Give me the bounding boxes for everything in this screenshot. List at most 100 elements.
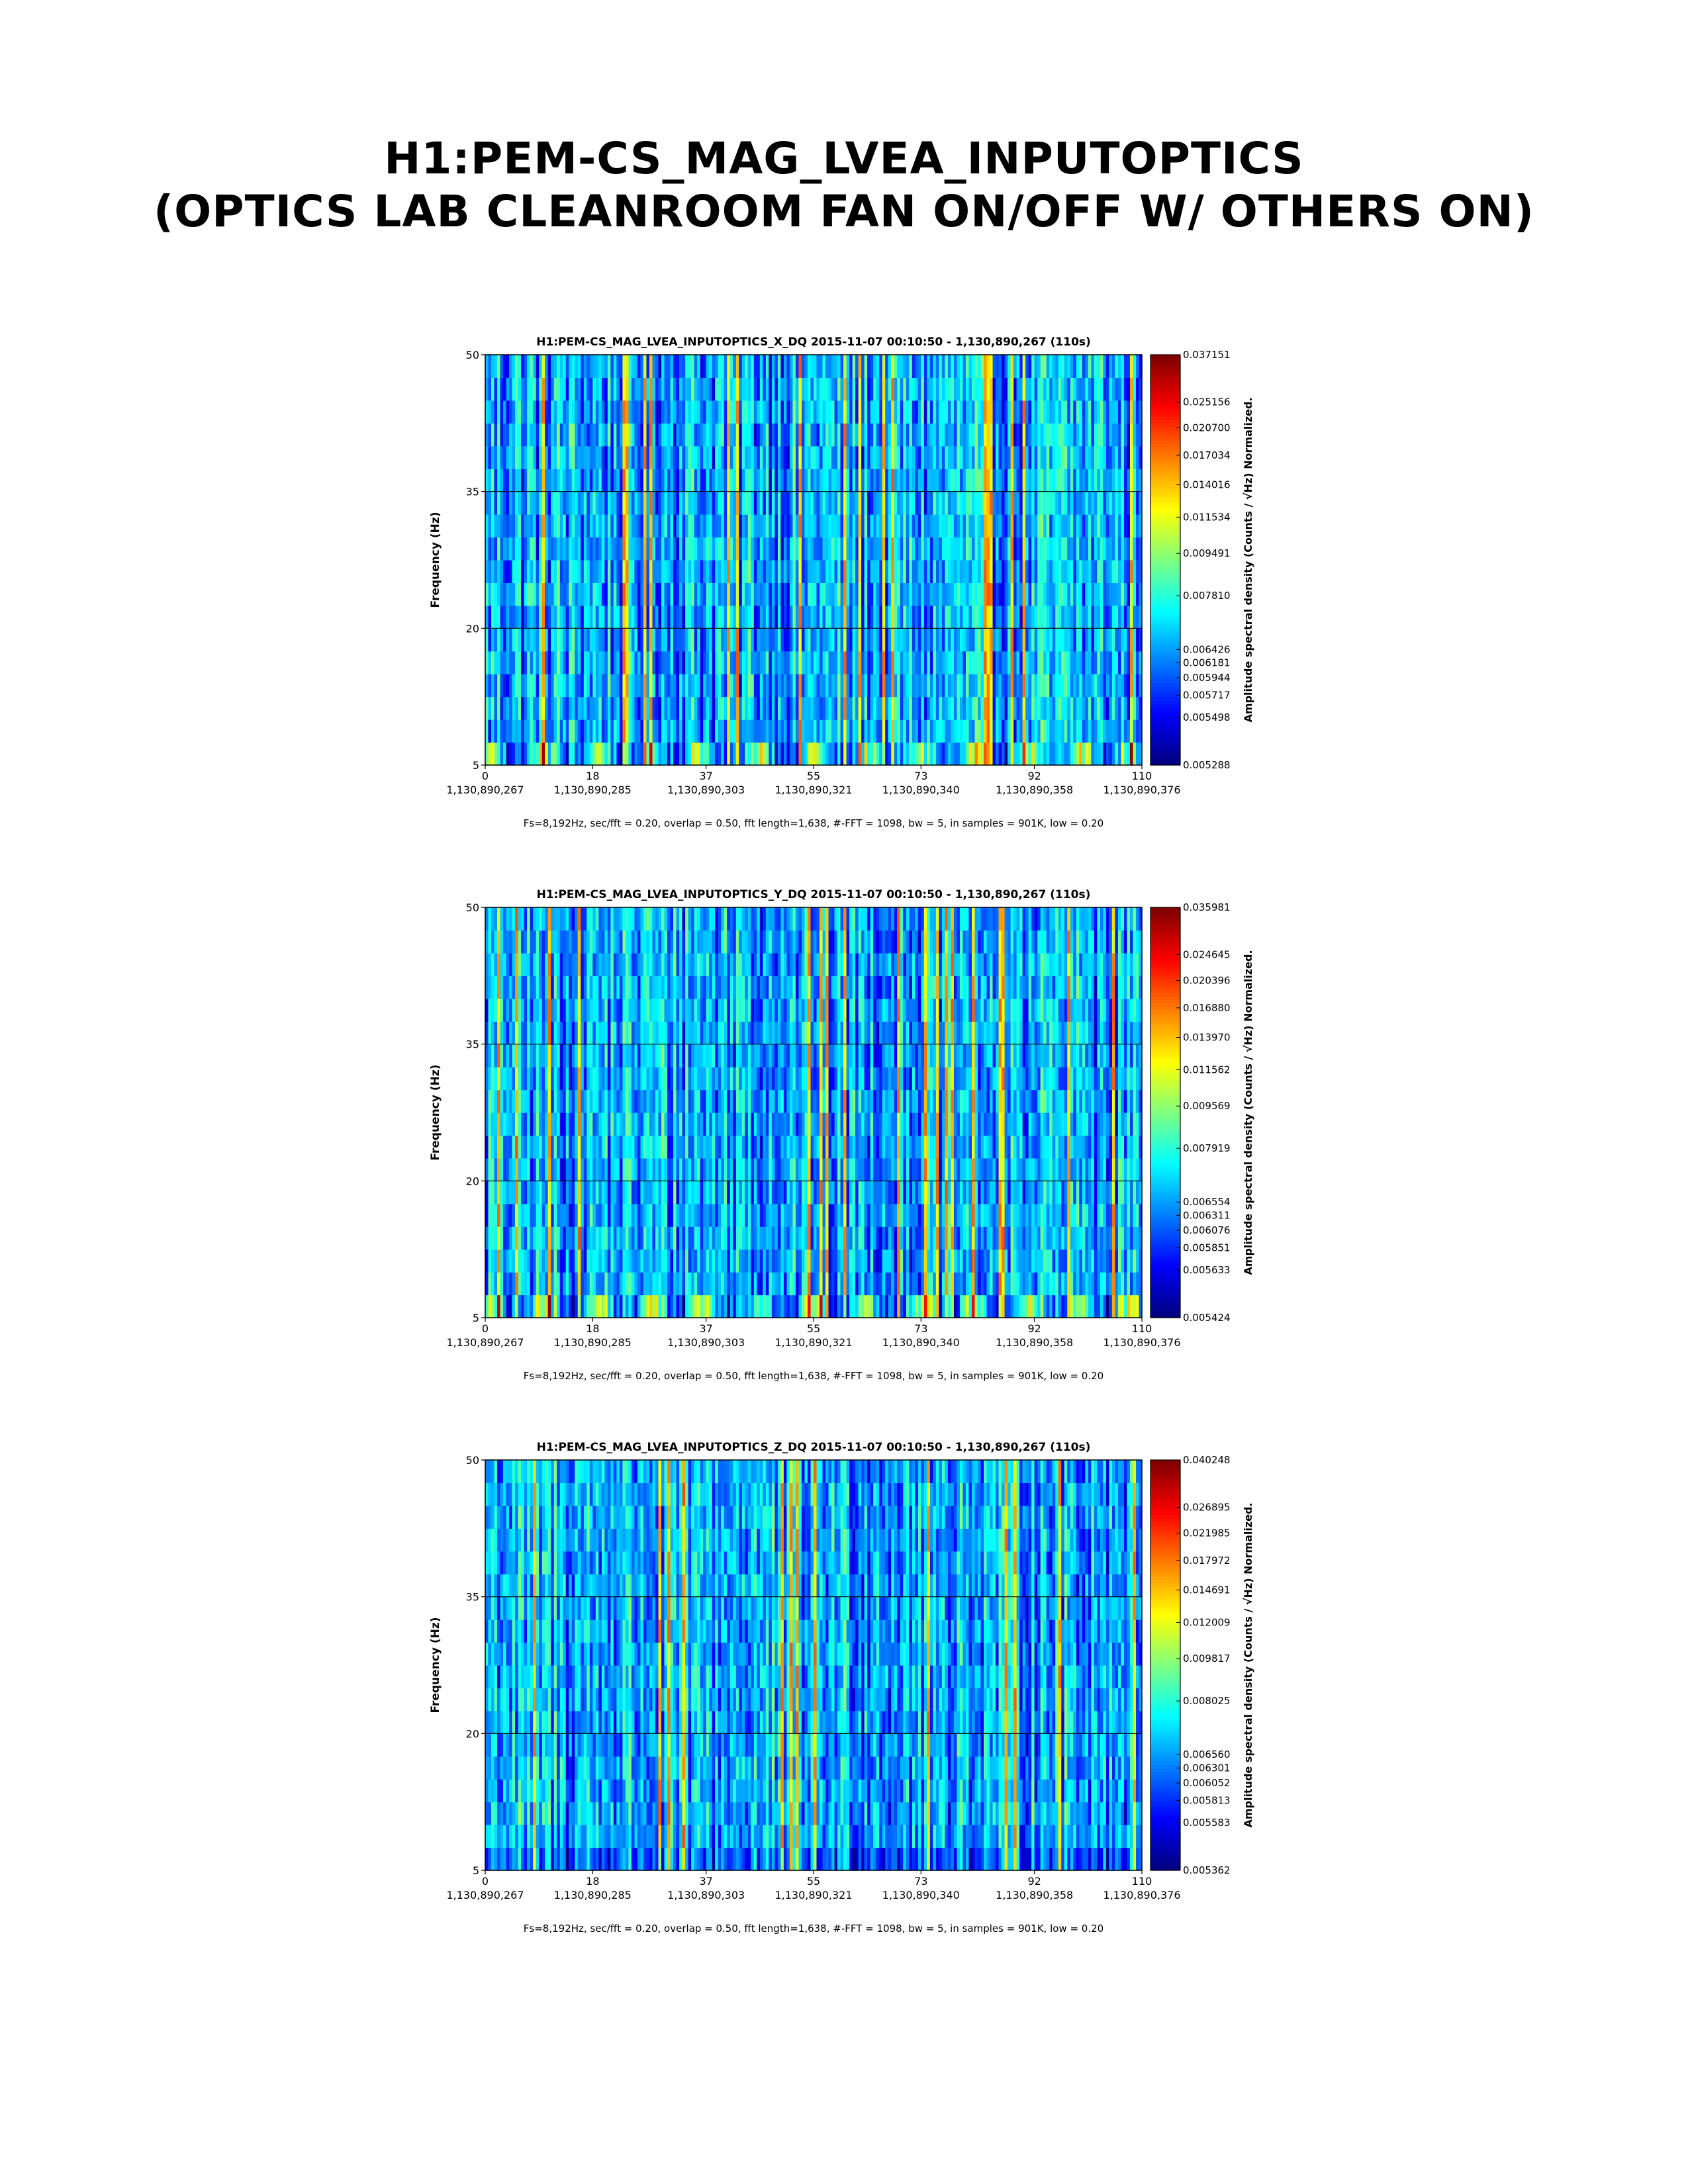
spectrogram-cell [607,445,611,469]
spectrogram-cell [569,952,573,976]
spectrogram-cell [673,445,677,469]
spectrogram-cell [741,628,745,652]
spectrogram-cell [951,628,955,652]
spectrogram-cell [539,355,543,379]
spectrogram-cell [589,400,593,424]
spectrogram-cell [804,674,808,698]
spectrogram-cell [822,377,826,401]
spectrogram-cell [935,400,939,424]
colorbar-step [1150,361,1180,366]
spectrogram-cell [565,1089,569,1113]
spectrogram-cell [978,628,982,652]
spectrogram-cell [583,628,587,652]
spectrogram-cell [670,628,674,652]
spectrogram-cell [1115,445,1119,469]
spectrogram-cell [951,605,955,629]
spectrogram-cell [747,491,751,515]
spectrogram-cell [814,651,818,674]
spectrogram-cell [906,377,910,401]
spectrogram-cell [655,560,659,584]
spectrogram-cell [837,469,841,492]
spectrogram-cell [581,907,585,931]
spectrogram-cell [491,696,495,720]
spectrogram-cell [586,742,590,766]
spectrogram-cell [978,423,982,447]
spectrogram-cell [589,907,593,931]
spectrogram-cell [536,1044,539,1068]
spectrogram-cell [840,537,844,561]
spectrogram-cell [509,742,513,766]
spectrogram-cell [494,560,498,584]
spectrogram-cell [524,605,528,629]
spectrogram-cell [840,651,844,674]
spectrogram-cell [957,400,961,424]
spectrogram-cell [1004,423,1008,447]
spectrogram-cell [539,651,543,674]
spectrogram-cell [992,445,996,469]
spectrogram-cell [751,742,755,766]
spectrogram-cell [1025,651,1029,674]
spectrogram-cell [1103,514,1107,538]
spectrogram-cell [929,377,933,401]
spectrogram-cell [792,719,796,743]
spectrogram-cell [503,1203,507,1227]
spectrogram-cell [503,445,507,469]
spectrogram-cell [879,651,883,674]
spectrogram-cell [1091,377,1095,401]
spectrogram-cell [575,1226,579,1250]
spectrogram-cell [685,605,689,629]
spectrogram-cell [518,1249,522,1273]
spectrogram-cell [715,605,719,629]
spectrogram-cell [527,907,531,931]
spectrogram-cell [694,696,698,720]
colorbar-tick-label: 0.005498 [1183,711,1231,723]
spectrogram-cell [577,696,581,720]
spectrogram-cell [846,423,850,447]
spectrogram-cell [559,1249,563,1273]
spectrogram-cell [581,514,585,538]
spectrogram-cell [673,377,677,401]
spectrogram-cell [1013,651,1017,674]
spectrogram-cell [1019,651,1023,674]
spectrogram-cell [703,651,707,674]
spectrogram-cell [1079,651,1083,674]
spectrogram-cell [667,696,671,720]
spectrogram-cell [1115,469,1119,492]
spectrogram-cell [676,696,680,720]
spectrogram-cell [1073,696,1077,720]
spectrogram-cell [831,355,835,379]
spectrogram-cell [691,628,695,652]
spectrogram-cells [485,907,1143,1318]
spectrogram-cell [894,400,898,424]
spectrogram-cell [1121,469,1125,492]
spectrogram-cell [581,1181,585,1205]
spectrogram-cell [541,742,545,766]
spectrogram-cell [980,469,984,492]
spectrogram-cell [765,582,769,606]
spectrogram-cell [786,491,790,515]
spectrogram-cell [941,491,945,515]
spectrogram-cell [1037,400,1041,424]
spectrogram-cell [1013,514,1017,538]
spectrogram-cell [575,952,579,976]
spectrogram-cell [506,1203,510,1227]
spectrogram-cell [500,582,504,606]
spectrogram-cell [1121,491,1125,515]
spectrogram-cell [951,651,955,674]
spectrogram-cell [1088,742,1092,766]
spectrogram-cell [569,445,573,469]
spectrogram-cell [1040,423,1044,447]
spectrogram-cell [500,930,504,954]
spectrogram-cell [927,560,931,584]
spectrogram-cell [1097,377,1101,401]
spectrogram-cell [953,400,958,424]
spectrogram-cell [503,628,507,652]
spectrogram-cell [897,400,901,424]
spectrogram-cell [852,469,856,492]
spectrogram-cell [637,355,641,379]
spectrogram-cell [804,605,808,629]
spectrogram-cell [571,377,575,401]
spectrogram-cell [1094,560,1098,584]
spectrogram-cell [622,952,626,976]
spectrogram-cell [921,696,925,720]
